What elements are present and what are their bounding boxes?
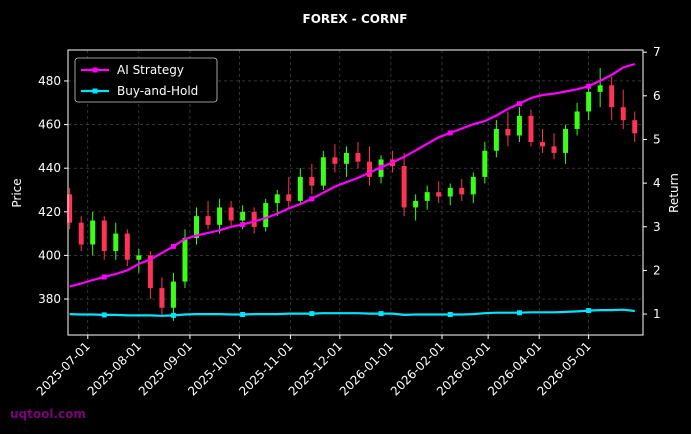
- y2-tick-label: 1: [653, 307, 661, 321]
- candle-body: [113, 233, 119, 252]
- candle-body: [343, 152, 349, 164]
- line-marker: [586, 308, 592, 314]
- line-marker: [586, 83, 592, 89]
- line-marker: [447, 311, 453, 317]
- candle-body: [620, 107, 626, 121]
- candle-body: [367, 161, 373, 177]
- line-marker: [240, 311, 246, 317]
- y2-tick-label: 5: [653, 132, 661, 146]
- candle-body: [240, 211, 246, 221]
- candle-body: [228, 207, 234, 221]
- line-marker: [101, 274, 107, 280]
- candle-body: [539, 142, 545, 147]
- y-axis-label: Price: [10, 178, 24, 207]
- candle-body: [424, 192, 430, 201]
- line-marker: [101, 312, 107, 318]
- watermark: uqtool.com: [10, 407, 86, 421]
- candle-body: [459, 187, 465, 195]
- candle-body: [205, 216, 211, 225]
- y2-tick-label: 6: [653, 89, 661, 103]
- candle-body: [574, 111, 580, 129]
- candle-body: [136, 255, 142, 260]
- line-marker: [170, 243, 176, 249]
- plot-frame: [67, 49, 644, 336]
- return-line: [69, 62, 636, 288]
- candle-body: [182, 237, 188, 282]
- line-marker: [309, 196, 315, 202]
- y2-tick-label: 4: [653, 176, 661, 190]
- line-marker: [309, 311, 315, 317]
- line-marker: [378, 164, 384, 170]
- candle-body: [632, 120, 638, 134]
- return-line: [69, 308, 635, 317]
- candle-body: [597, 85, 603, 92]
- candle-body: [482, 150, 488, 177]
- line-marker: [447, 130, 453, 136]
- candle-body: [447, 187, 453, 197]
- y2-tick-label: 2: [653, 263, 661, 277]
- candle-body: [217, 207, 223, 225]
- candle-body: [124, 233, 130, 260]
- y2-tick-label: 7: [653, 45, 661, 59]
- y-tick-label: 380: [38, 292, 61, 306]
- candle-body: [297, 176, 303, 201]
- candle-body: [401, 166, 407, 208]
- candle-body: [493, 128, 499, 151]
- candle-body: [332, 157, 338, 164]
- candle-body: [309, 176, 315, 186]
- candle-body: [505, 128, 511, 136]
- candle-body: [470, 176, 476, 195]
- candle-body: [516, 115, 522, 136]
- line-marker: [516, 310, 522, 316]
- legend-marker: [92, 67, 98, 73]
- candle-body: [274, 194, 280, 204]
- y2-tick-label: 3: [653, 220, 661, 234]
- candle-body: [413, 200, 419, 208]
- candle-body: [436, 192, 442, 197]
- candle-body: [78, 222, 84, 245]
- candle-body: [251, 211, 257, 228]
- y2-axis-label: Return: [667, 173, 681, 213]
- y-tick-label: 440: [38, 161, 61, 175]
- candle-body: [320, 157, 326, 186]
- candle-body: [609, 85, 615, 108]
- candle-body: [147, 255, 153, 289]
- candle-body: [355, 152, 361, 162]
- line-marker: [170, 312, 176, 318]
- y-tick-label: 420: [38, 205, 61, 219]
- legend-marker: [92, 88, 98, 94]
- candle-body: [528, 115, 534, 143]
- y-tick-label: 480: [38, 74, 61, 88]
- candle-body: [90, 220, 96, 245]
- candle-body: [563, 128, 569, 153]
- candle-body: [551, 146, 557, 153]
- candle-body: [194, 216, 200, 238]
- line-marker: [516, 101, 522, 107]
- legend-box: [74, 57, 218, 103]
- candle-body: [586, 91, 592, 112]
- legend-label: Buy-and-Hold: [117, 84, 198, 98]
- chart-title: FOREX - CORNF: [303, 12, 408, 26]
- candle-body: [159, 288, 165, 308]
- line-marker: [240, 222, 246, 228]
- y-tick-label: 400: [38, 248, 61, 262]
- line-marker: [378, 311, 384, 317]
- legend-label: AI Strategy: [117, 63, 184, 77]
- candle-body: [67, 194, 73, 223]
- candle-body: [101, 220, 107, 252]
- candle-body: [263, 203, 269, 228]
- candle-body: [170, 281, 176, 308]
- y-tick-label: 460: [38, 118, 61, 132]
- candle-body: [286, 194, 292, 201]
